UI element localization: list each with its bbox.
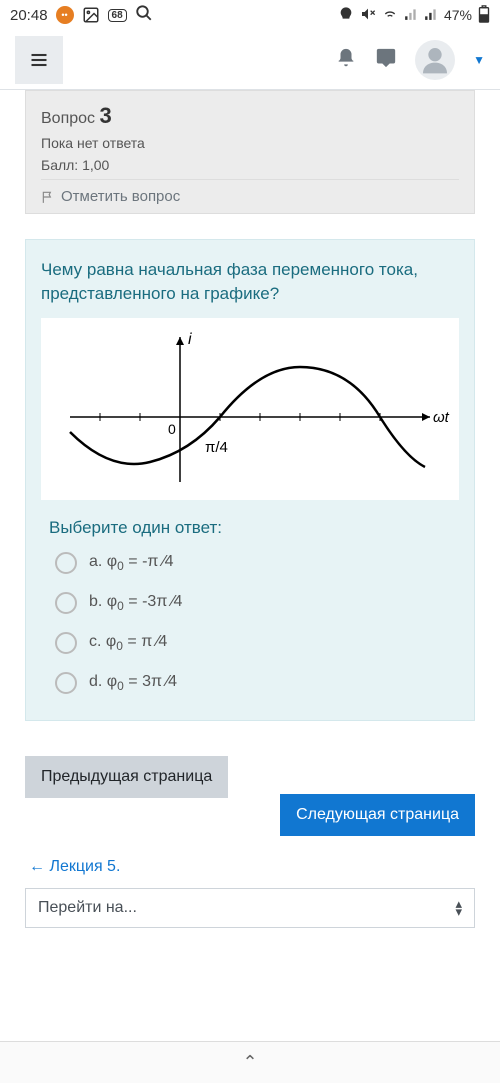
x-axis-label: ωt xyxy=(433,409,450,426)
battery-text: 47% xyxy=(444,7,472,23)
next-page-button[interactable]: Следующая страница xyxy=(280,794,475,836)
question-info-box: Вопрос 3 Пока нет ответа Балл: 1,00 Отме… xyxy=(25,90,475,214)
back-to-lecture-link[interactable]: ← Лекция 5. xyxy=(29,858,475,876)
signal-icon-1 xyxy=(404,7,418,24)
origin-label: 0 xyxy=(168,421,176,437)
previous-page-button[interactable]: Предыдущая страница xyxy=(25,756,228,798)
android-status-bar: 20:48 •• 68 47% xyxy=(0,0,500,30)
avatar-icon xyxy=(419,44,451,76)
graph-image: i ωt 0 π/4 xyxy=(41,318,459,500)
jump-to-select[interactable]: Перейти на... ▴▾ xyxy=(25,888,475,928)
option-a[interactable]: a. φ0 = -π ⁄4 xyxy=(55,552,459,574)
speech-icon xyxy=(375,47,397,69)
crossing-label: π/4 xyxy=(205,439,228,456)
option-c-text: c. φ0 = π ⁄4 xyxy=(89,633,167,653)
question-label: Вопрос xyxy=(41,110,95,127)
android-nav-bar: ⌃ xyxy=(0,1041,500,1083)
nav-handle-icon[interactable]: ⌃ xyxy=(225,1052,275,1073)
flag-icon xyxy=(41,190,55,204)
menu-button[interactable] xyxy=(15,36,63,84)
page-navigation: Предыдущая страница Следующая страница xyxy=(25,756,475,836)
option-b[interactable]: b. φ0 = -3π ⁄4 xyxy=(55,592,459,614)
option-b-text: b. φ0 = -3π ⁄4 xyxy=(89,593,182,613)
y-axis-label: i xyxy=(188,331,192,348)
jump-label: Перейти на... xyxy=(38,899,137,917)
answer-prompt: Выберите один ответ: xyxy=(49,518,459,538)
battery-icon xyxy=(478,5,490,26)
hamburger-icon xyxy=(29,50,49,70)
question-status: Пока нет ответа xyxy=(41,135,459,151)
radio-a[interactable] xyxy=(55,552,77,574)
signal-icon-2 xyxy=(424,7,438,24)
select-caret-icon: ▴▾ xyxy=(455,900,462,916)
gallery-icon xyxy=(82,6,100,24)
bell-icon xyxy=(335,47,357,69)
option-d[interactable]: d. φ0 = 3π ⁄4 xyxy=(55,672,459,694)
question-number: 3 xyxy=(99,103,111,128)
wifi-icon xyxy=(382,6,398,25)
user-avatar[interactable] xyxy=(415,40,455,80)
question-score: Балл: 1,00 xyxy=(41,157,459,173)
notifications-button[interactable] xyxy=(335,47,357,73)
alarm-icon xyxy=(338,6,354,25)
badge-icon: 68 xyxy=(108,9,127,22)
radio-b[interactable] xyxy=(55,592,77,614)
app-notification-icon: •• xyxy=(56,6,74,24)
search-status-icon xyxy=(135,4,153,26)
option-d-text: d. φ0 = 3π ⁄4 xyxy=(89,673,177,693)
user-menu-caret[interactable]: ▼ xyxy=(473,53,485,67)
mute-icon xyxy=(360,6,376,25)
app-header: ▼ xyxy=(0,30,500,90)
question-text: Чему равна начальная фаза переменного то… xyxy=(41,258,459,306)
radio-d[interactable] xyxy=(55,672,77,694)
option-c[interactable]: c. φ0 = π ⁄4 xyxy=(55,632,459,654)
messages-button[interactable] xyxy=(375,47,397,73)
flag-question-button[interactable]: Отметить вопрос xyxy=(41,179,459,205)
option-a-text: a. φ0 = -π ⁄4 xyxy=(89,553,173,573)
question-body: Чему равна начальная фаза переменного то… xyxy=(25,239,475,721)
status-time: 20:48 xyxy=(10,7,48,24)
radio-c[interactable] xyxy=(55,632,77,654)
question-title: Вопрос 3 xyxy=(41,103,459,129)
flag-label: Отметить вопрос xyxy=(61,188,180,205)
